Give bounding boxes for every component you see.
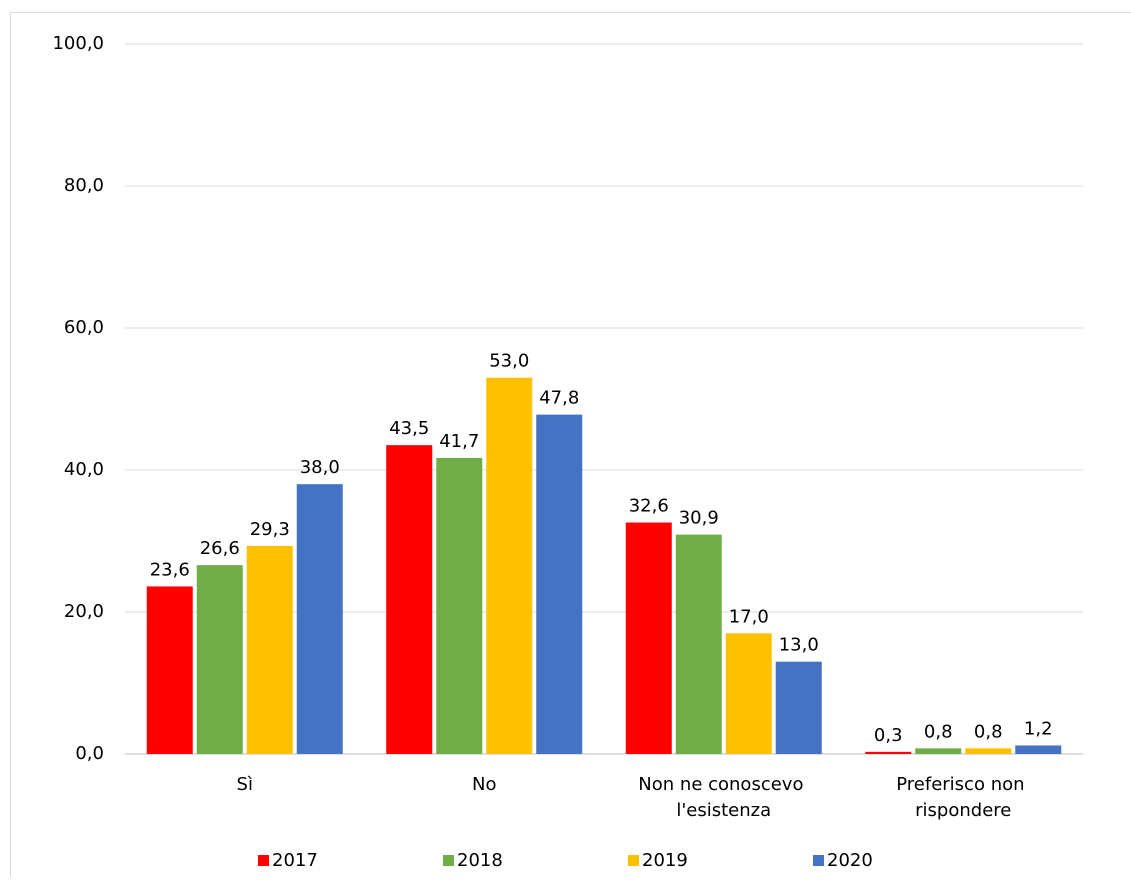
bar [776, 662, 822, 754]
y-tick-label: 60,0 [64, 317, 104, 338]
data-label: 43,5 [389, 418, 429, 439]
bar [915, 748, 961, 754]
bar [536, 415, 582, 754]
legend-label: 2019 [642, 850, 688, 871]
data-label: 17,0 [729, 606, 769, 627]
data-label: 41,7 [439, 431, 479, 452]
data-label: 53,0 [489, 351, 529, 372]
bar [1015, 745, 1061, 754]
data-label: 29,3 [250, 519, 290, 540]
data-label: 0,8 [924, 721, 953, 742]
bar [626, 523, 672, 754]
bar [726, 633, 772, 754]
data-label: 13,0 [779, 635, 819, 656]
x-tick-line: l'esistenza [676, 800, 771, 821]
bar [147, 586, 193, 754]
x-tick-line: Non ne conoscevo [638, 774, 809, 795]
data-label: 32,6 [629, 496, 669, 517]
bar [386, 445, 432, 754]
data-label: 47,8 [539, 388, 579, 409]
y-tick-label: 100,0 [52, 33, 104, 54]
bar [247, 546, 293, 754]
y-tick-label: 80,0 [64, 175, 104, 196]
legend-label: 2018 [457, 850, 503, 871]
x-tick-label: No [472, 774, 496, 795]
legend-label: 2017 [272, 850, 318, 871]
data-label: 30,9 [679, 508, 719, 529]
y-tick-label: 0,0 [75, 743, 104, 764]
data-label: 0,8 [974, 721, 1003, 742]
data-label: 38,0 [300, 457, 340, 478]
x-tick-label: Sì [237, 774, 253, 795]
y-tick-label: 40,0 [64, 459, 104, 480]
data-label: 26,6 [200, 538, 240, 559]
x-tick-line: rispondere [915, 800, 1011, 821]
data-label: 1,2 [1024, 718, 1053, 739]
legend-swatch [443, 855, 454, 866]
y-tick-label: 20,0 [64, 601, 104, 622]
legend-swatch [813, 855, 824, 866]
bar [965, 748, 1011, 754]
bar [297, 484, 343, 754]
bar [865, 752, 911, 754]
x-tick-line: Preferisco non [896, 774, 1030, 795]
legend-swatch [258, 855, 269, 866]
bar [486, 378, 532, 754]
bar [676, 535, 722, 754]
bar [197, 565, 243, 754]
data-label: 23,6 [150, 559, 190, 580]
data-label: 0,3 [874, 725, 903, 746]
legend-label: 2020 [827, 850, 873, 871]
bar [436, 458, 482, 754]
legend-swatch [628, 855, 639, 866]
